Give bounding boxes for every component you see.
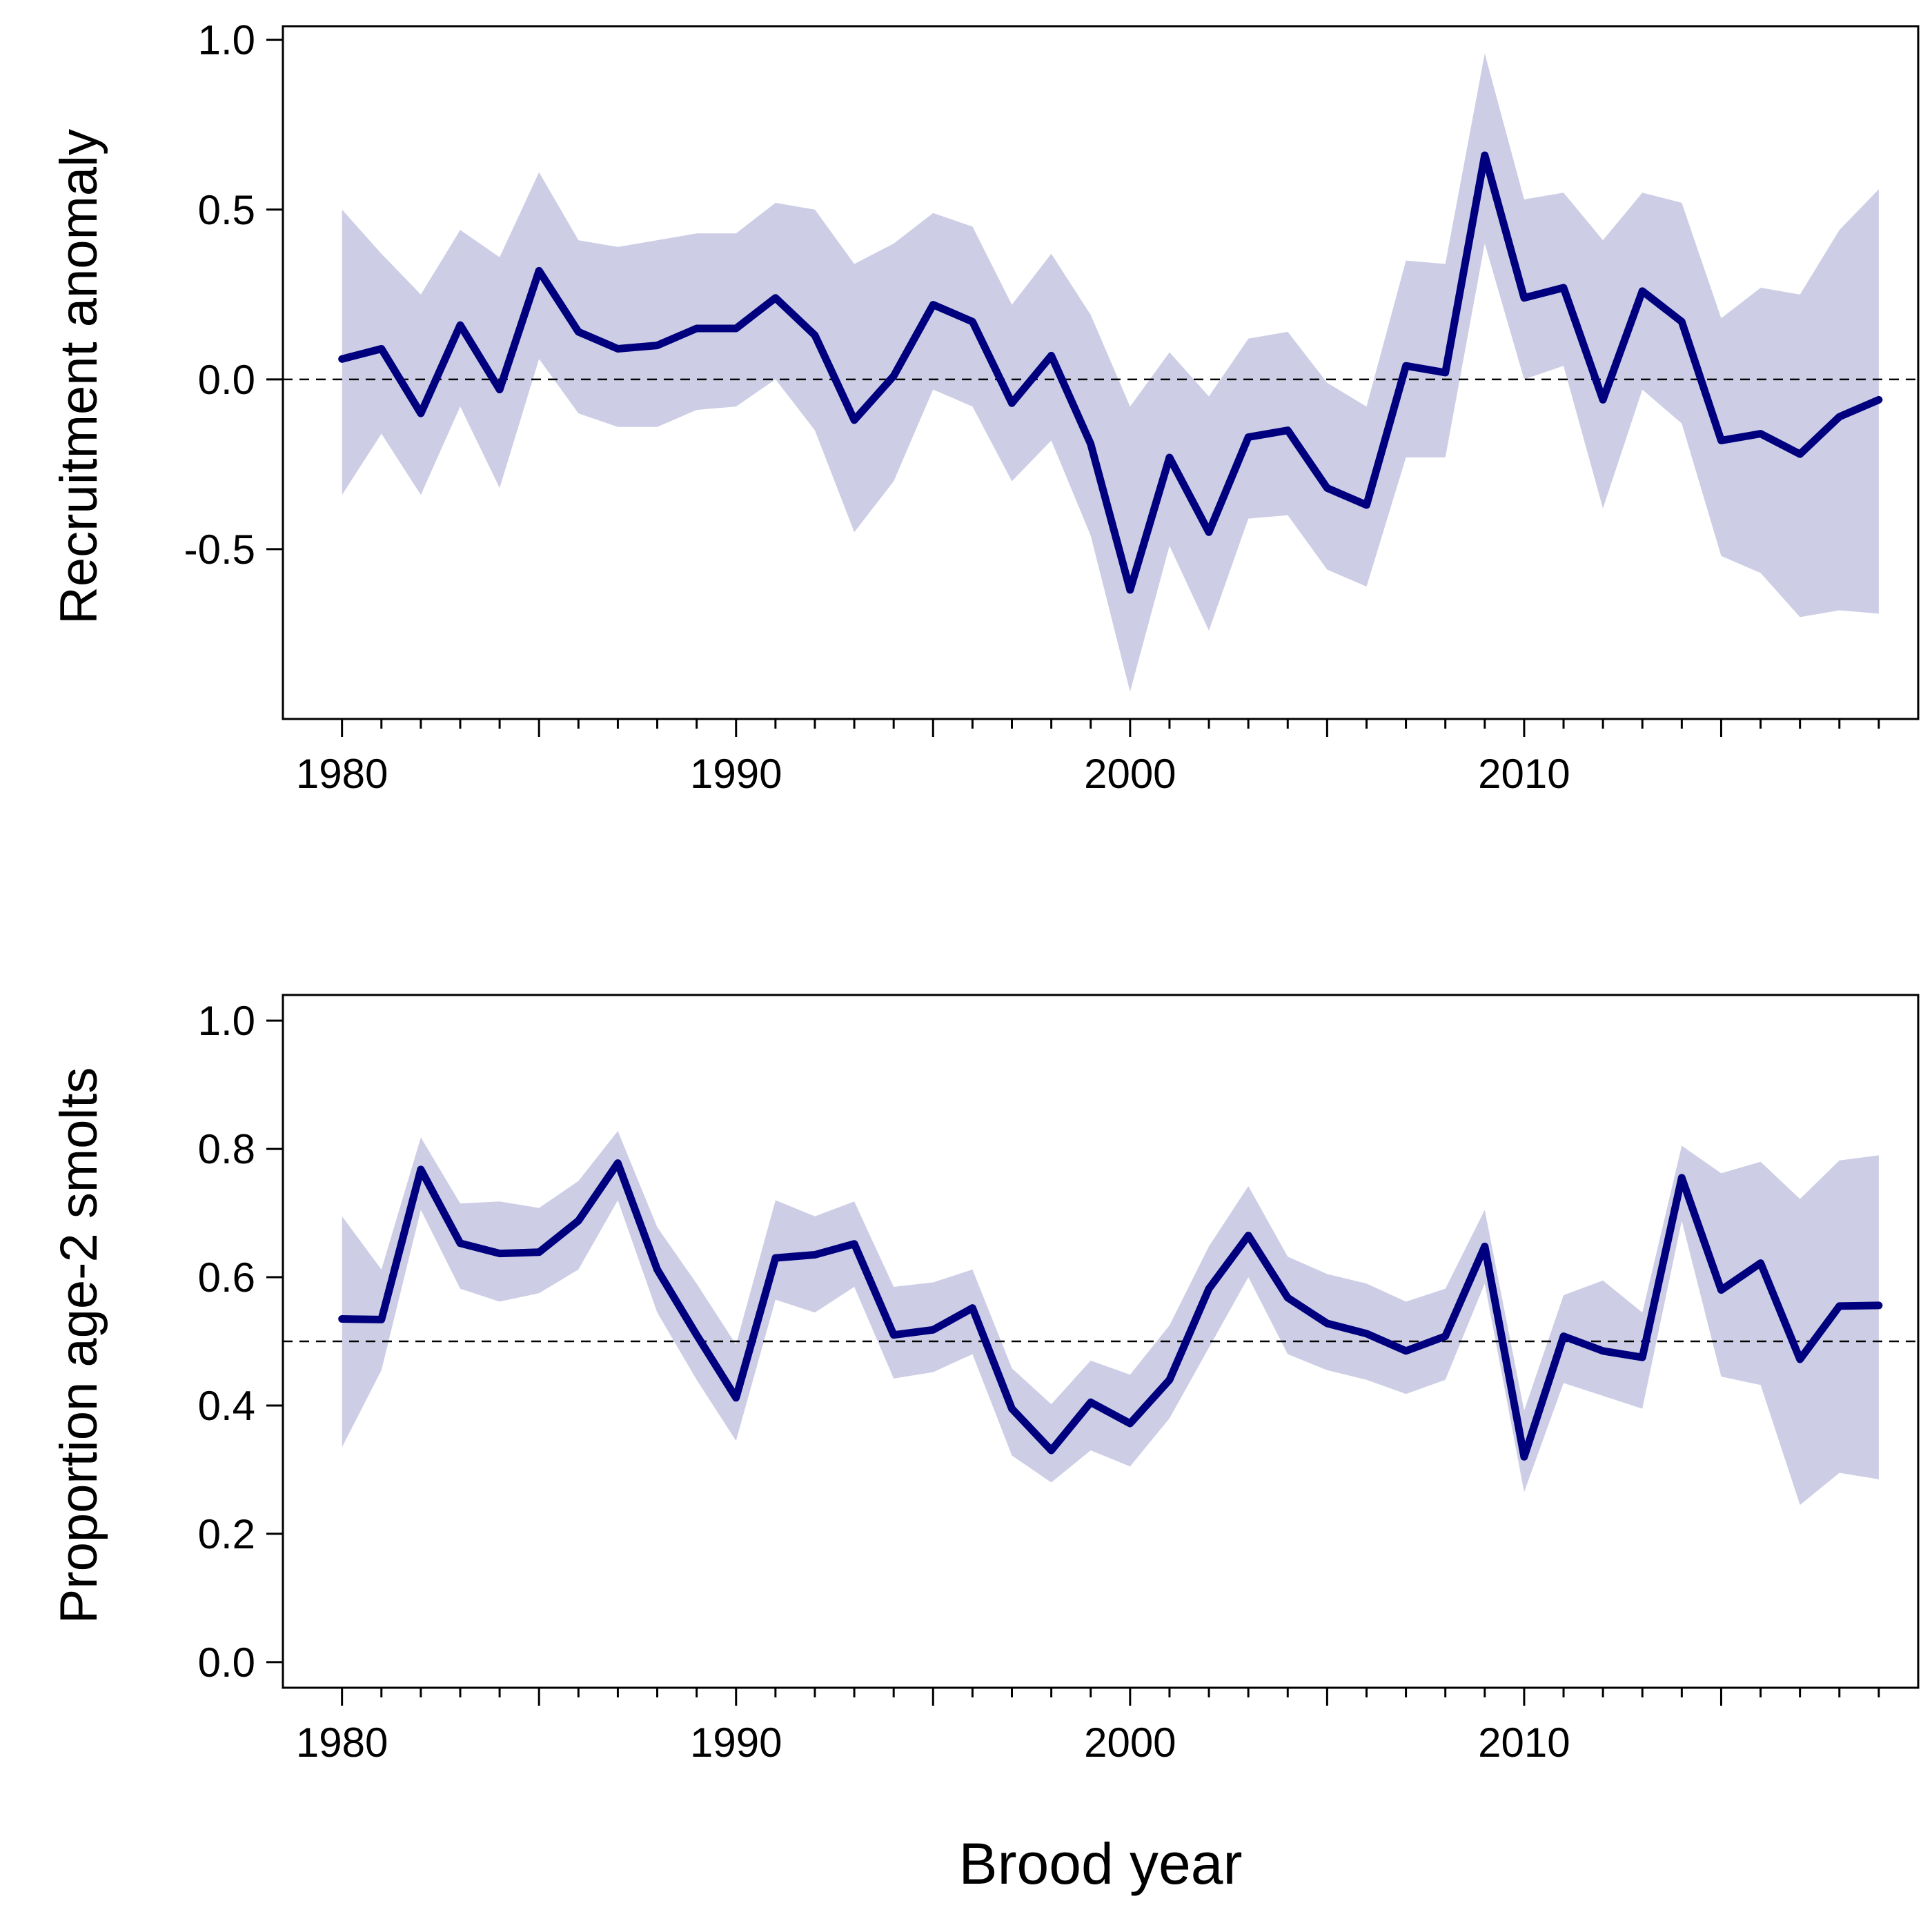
recruitment-x-tick-label: 1980 [296, 751, 388, 797]
recruitment-y-tick-label: -0.5 [184, 526, 255, 573]
proportion-y-tick-label: 1.0 [198, 998, 255, 1044]
proportion-y-tick-label: 0.2 [198, 1511, 255, 1557]
recruitment-plot-frame [282, 25, 1920, 720]
proportion-x-tick-label: 2010 [1478, 1719, 1570, 1766]
recruitment-y-tick-label: 0.0 [198, 357, 255, 403]
recruitment-x-tick-label: 1990 [690, 751, 782, 797]
proportion-y-tick-label: 0.4 [198, 1383, 255, 1429]
proportion-x-tick-label: 2000 [1084, 1719, 1176, 1766]
proportion-y-tick-label: 0.8 [198, 1126, 255, 1172]
proportion-y-tick-label: 0.6 [198, 1254, 255, 1301]
proportion-series-line [338, 1159, 1883, 1461]
proportion-age2-smolts-ylabel: Proportion age-2 smolts [50, 1067, 108, 1624]
recruitment-anomaly-ylabel: Recruitment anomaly [50, 129, 108, 624]
proportion-x-tick-label: 1980 [296, 1719, 388, 1766]
proportion-plot-frame [282, 994, 1920, 1689]
recruitment-anomaly-panel: Recruitment anomaly -0.5 0.0 0.5 1.0 1980 199… [50, 17, 1920, 797]
proportion-y-tick-label: 0.0 [198, 1639, 255, 1686]
recruitment-series-line [338, 151, 1883, 594]
recruitment-x-tick-label: 2000 [1084, 751, 1176, 797]
proportion-confidence-band [342, 1131, 1879, 1506]
proportion-age2-smolts-panel: Proportion age-2 smolts 0.0 0.2 0.4 0.6 0.8 1… [50, 994, 1920, 1766]
proportion-x-tick-label: 1990 [690, 1719, 782, 1766]
recruitment-x-tick-label: 2010 [1478, 751, 1570, 797]
recruitment-y-tick-label: 1.0 [198, 17, 255, 63]
recruitment-confidence-band [342, 53, 1879, 692]
brood-year-xlabel: Brood year [959, 1831, 1243, 1896]
recruitment-y-tick-label: 0.5 [198, 187, 255, 233]
